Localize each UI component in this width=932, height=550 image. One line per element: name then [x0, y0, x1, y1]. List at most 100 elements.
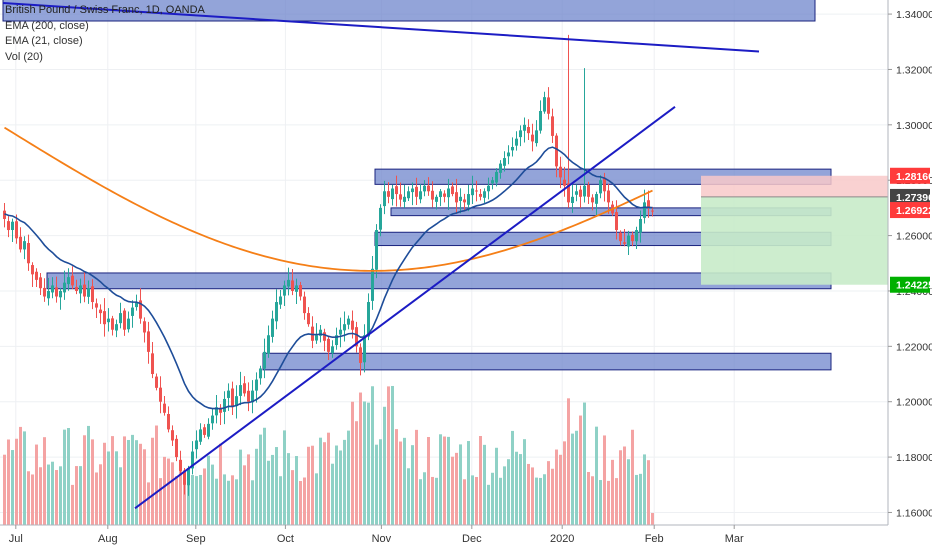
candle-body	[495, 171, 498, 183]
candle-body	[499, 163, 502, 173]
price-marker-label: 1.27396	[896, 192, 932, 204]
volume-bar	[147, 482, 150, 525]
candle-body	[619, 232, 622, 242]
candle-body	[643, 202, 646, 218]
candle-body	[427, 185, 430, 192]
stop-loss-area	[701, 175, 888, 197]
volume-bar	[187, 470, 190, 525]
volume-bar	[107, 451, 110, 525]
volume-bar	[135, 440, 138, 525]
candle-body	[551, 116, 554, 136]
volume-bar	[239, 449, 242, 525]
short-position-tool[interactable]	[701, 175, 888, 285]
volume-bar	[491, 472, 494, 525]
candle-body	[139, 300, 142, 319]
candle-body	[607, 190, 610, 203]
volume-bar	[539, 477, 542, 525]
time-tick-label: Oct	[277, 533, 294, 545]
volume-bar	[375, 444, 378, 525]
time-tick-label: Jul	[9, 533, 23, 545]
legend-symbol-title[interactable]: British Pound / Swiss Franc, 1D, OANDA	[5, 4, 205, 16]
volume-bar	[423, 472, 426, 525]
volume-bar	[215, 478, 218, 525]
volume-bar	[487, 484, 490, 525]
trend-lines[interactable]	[2, 2, 760, 510]
candle-body	[475, 190, 478, 192]
volume-bar	[587, 471, 590, 525]
volume-bar	[547, 461, 550, 525]
volume-bar	[159, 478, 162, 525]
candle-body	[603, 177, 606, 192]
candle-body	[503, 158, 506, 166]
candle-body	[123, 310, 126, 330]
candle-body	[531, 134, 534, 142]
candle-body	[419, 191, 422, 200]
volume-bar	[311, 445, 314, 525]
volume-bar	[139, 443, 142, 525]
candle-body	[439, 191, 442, 198]
volume-bar	[319, 437, 322, 525]
candle-body	[147, 331, 150, 352]
candle-body	[111, 318, 114, 330]
candle-body	[471, 188, 474, 196]
candle-body	[143, 321, 146, 333]
volume-bar	[647, 460, 650, 525]
volume-bar	[63, 429, 66, 525]
volume-bar	[575, 430, 578, 525]
price-marker	[890, 276, 930, 293]
candle-body	[407, 191, 410, 199]
volume-bar	[399, 441, 402, 525]
time-tick-label: Nov	[372, 533, 392, 545]
volume-bar	[471, 475, 474, 525]
candle-body	[615, 212, 618, 231]
candle-body	[163, 403, 166, 413]
price-marker-label: 1.26922	[896, 205, 932, 217]
volume-bar	[315, 473, 318, 525]
price-marker	[890, 202, 930, 219]
candle-body	[67, 277, 70, 285]
candle-body	[27, 243, 30, 264]
price-tick-label: 1.18000	[896, 452, 932, 464]
candle-body	[447, 188, 450, 198]
candle-body	[323, 332, 326, 341]
candle-body	[239, 385, 242, 396]
volume-bar	[431, 476, 434, 525]
candle-body	[47, 290, 50, 299]
volume-bar	[231, 475, 234, 525]
volume-bar	[579, 415, 582, 525]
candle-body	[507, 152, 510, 157]
volume-bar	[627, 459, 630, 525]
candle-body	[307, 313, 310, 325]
volume-bar	[283, 430, 286, 525]
volume-bar	[59, 466, 62, 525]
candle-body	[479, 193, 482, 197]
volume-bar	[611, 459, 614, 525]
candle-body	[387, 191, 390, 197]
volume-bar	[327, 432, 330, 525]
volume-bar	[199, 474, 202, 525]
candle-body	[223, 398, 226, 412]
legend-volume[interactable]: Vol (20)	[5, 50, 43, 63]
volume-bar	[479, 436, 482, 525]
candle-body	[235, 396, 238, 407]
volume-bar	[271, 454, 274, 525]
volume-bar	[339, 450, 342, 525]
legend-ema-200[interactable]: EMA (200, close)	[5, 19, 89, 32]
volume-bar	[391, 385, 394, 525]
candle-body	[243, 383, 246, 394]
volume-bar	[303, 477, 306, 525]
candle-body	[399, 194, 402, 200]
candle-body	[651, 210, 654, 212]
candle-body	[343, 324, 346, 331]
candle-body	[75, 286, 78, 291]
volume-bar	[495, 447, 498, 525]
volume-bar	[379, 439, 382, 525]
volume-bar	[7, 439, 10, 525]
volume-bar	[11, 450, 14, 525]
legend-ema-21[interactable]: EMA (21, close)	[5, 35, 83, 47]
volume-bar	[451, 456, 454, 525]
volume-bar	[155, 425, 158, 525]
volume-bar	[643, 454, 646, 525]
